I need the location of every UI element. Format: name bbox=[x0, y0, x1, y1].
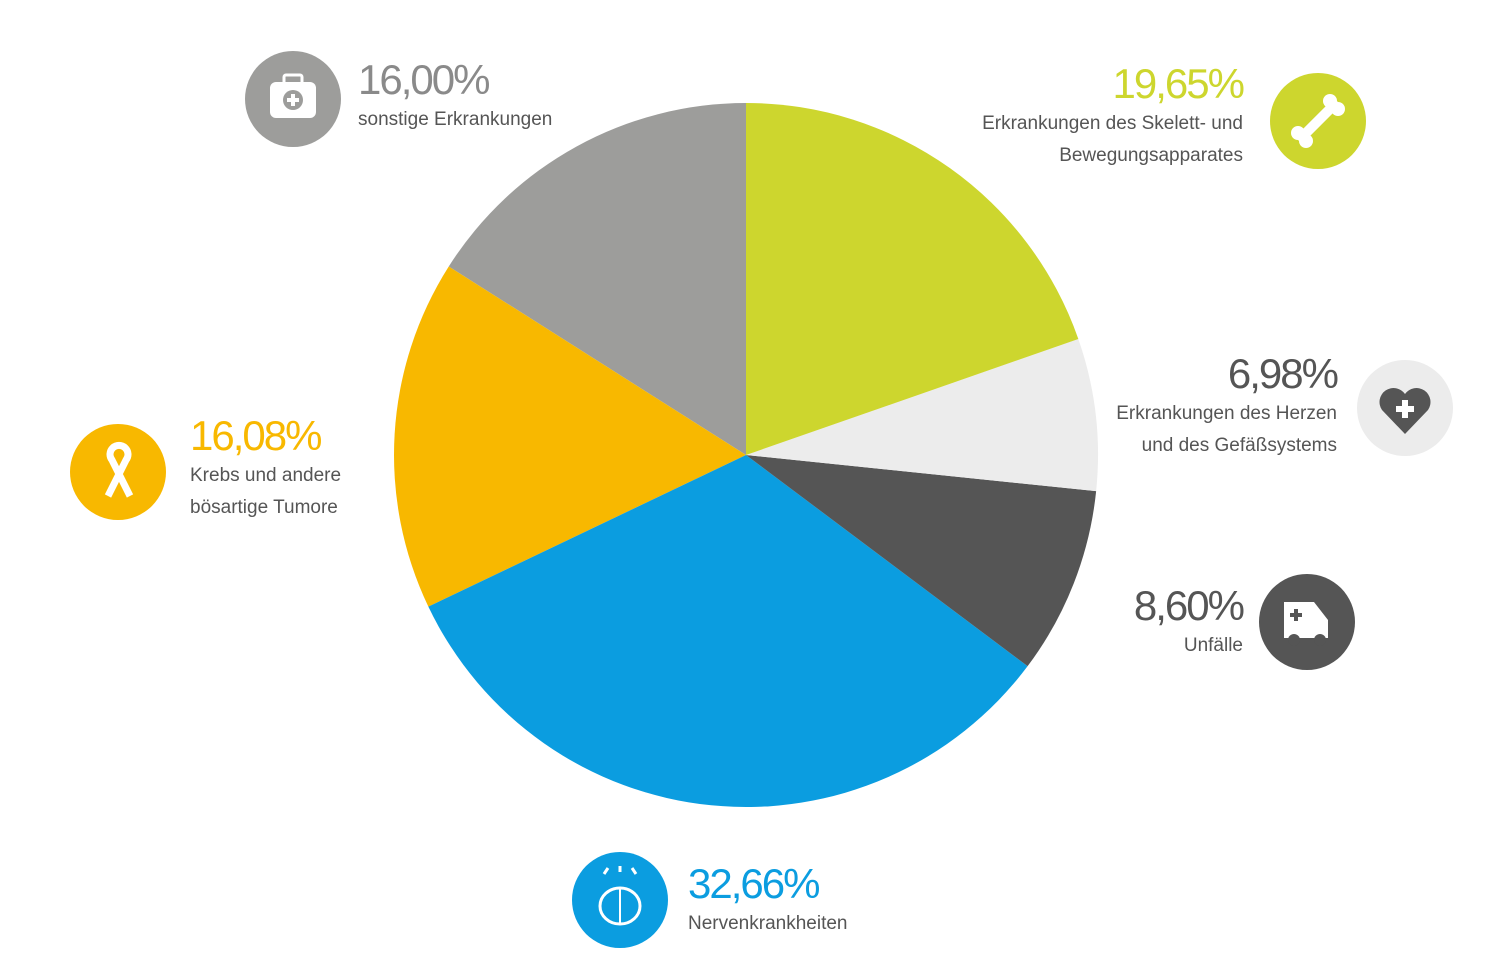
pie-slice bbox=[746, 455, 1097, 667]
category-label: Unfälle bbox=[1183, 635, 1243, 656]
value-label: 32,66% bbox=[688, 860, 820, 907]
pie-slice bbox=[448, 103, 746, 455]
value-label: 19,65% bbox=[1112, 60, 1245, 107]
slice-label: 6,98% Erkrankungen des Herzen und des Gef… bbox=[1097, 350, 1339, 462]
category-label: Nervenkrankheiten bbox=[688, 913, 848, 934]
slice-label: 16,08% Krebs und andere bösartige Tumore bbox=[190, 412, 368, 524]
value-label: 6,98% bbox=[1227, 350, 1339, 397]
value-label: 16,00% bbox=[358, 56, 490, 103]
pie-slice bbox=[394, 266, 746, 607]
slice-label: 32,66% Nervenkrankheiten bbox=[688, 860, 988, 940]
slice-label: 16,00% sonstige Erkrankungen bbox=[358, 56, 658, 136]
category-label: Erkrankungen des Herzen und des Gefäßsys… bbox=[1116, 403, 1337, 456]
category-label: Krebs und andere bösartige Tumore bbox=[190, 465, 342, 518]
category-label: sonstige Erkrankungen bbox=[358, 109, 553, 130]
pie-slice bbox=[428, 455, 1028, 808]
pie-slice bbox=[746, 103, 1079, 455]
slice-label: 19,65% Erkrankungen des Skelett- und Bewe… bbox=[953, 60, 1245, 172]
slice-label: 8,60% Unfälle bbox=[1043, 582, 1245, 662]
value-label: 8,60% bbox=[1133, 582, 1245, 629]
category-label: Erkrankungen des Skelett- und Bewegungsa… bbox=[982, 113, 1243, 166]
value-label: 16,08% bbox=[190, 412, 322, 459]
pie-slice bbox=[746, 339, 1098, 492]
icons bbox=[70, 51, 1453, 948]
